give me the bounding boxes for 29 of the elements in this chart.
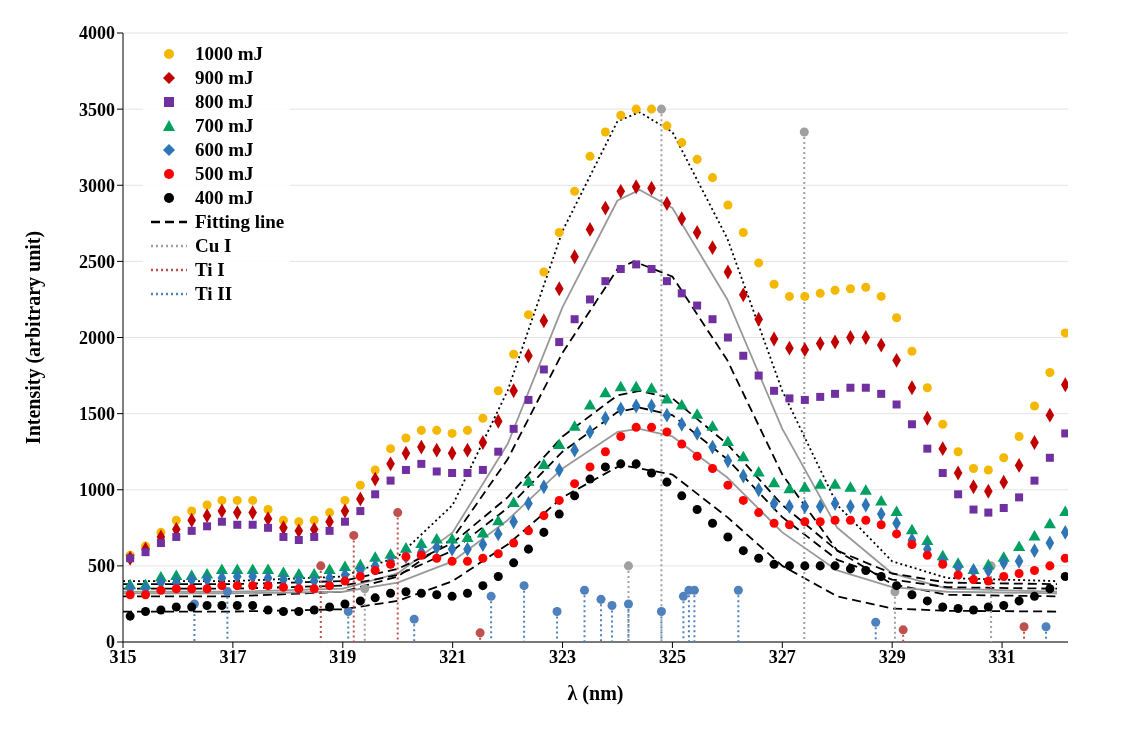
x-axis-title: λ (nm) (567, 682, 624, 705)
x-tick-label: 329 (878, 646, 906, 667)
legend-label: 400 mJ (195, 187, 254, 209)
y-tick-label: 500 (88, 556, 115, 577)
legend-label: Ti II (195, 283, 233, 305)
legend-label: 1000 mJ (195, 43, 264, 65)
y-tick-label: 1500 (79, 404, 115, 425)
legend-label: 600 mJ (195, 139, 254, 161)
legend-label: 700 mJ (195, 115, 254, 137)
y-tick-label: 3500 (79, 99, 115, 120)
x-tick-label: 321 (439, 646, 467, 667)
y-tick-label: 4000 (79, 23, 115, 44)
x-tick-label: 331 (988, 646, 1016, 667)
y-tick-label: 2000 (79, 327, 115, 348)
x-tick-label: 319 (329, 646, 357, 667)
legend-label: 500 mJ (195, 163, 254, 185)
y-tick-label: 3000 (79, 175, 115, 196)
y-axis-title: Intensity (arbitrary unit) (22, 230, 46, 445)
y-tick-label: 2500 (79, 251, 115, 272)
y-tick-label: 1000 (79, 480, 115, 501)
legend-label: Cu I (195, 235, 232, 257)
legend-label: Fitting line (195, 211, 285, 233)
x-tick-label: 325 (658, 646, 686, 667)
x-tick-label: 327 (768, 646, 796, 667)
x-tick-label: 323 (549, 646, 577, 667)
x-tick-label: 317 (219, 646, 247, 667)
legend-label: Ti I (195, 259, 225, 281)
legend-label: 900 mJ (195, 67, 254, 89)
legend-label: 800 mJ (195, 91, 254, 113)
